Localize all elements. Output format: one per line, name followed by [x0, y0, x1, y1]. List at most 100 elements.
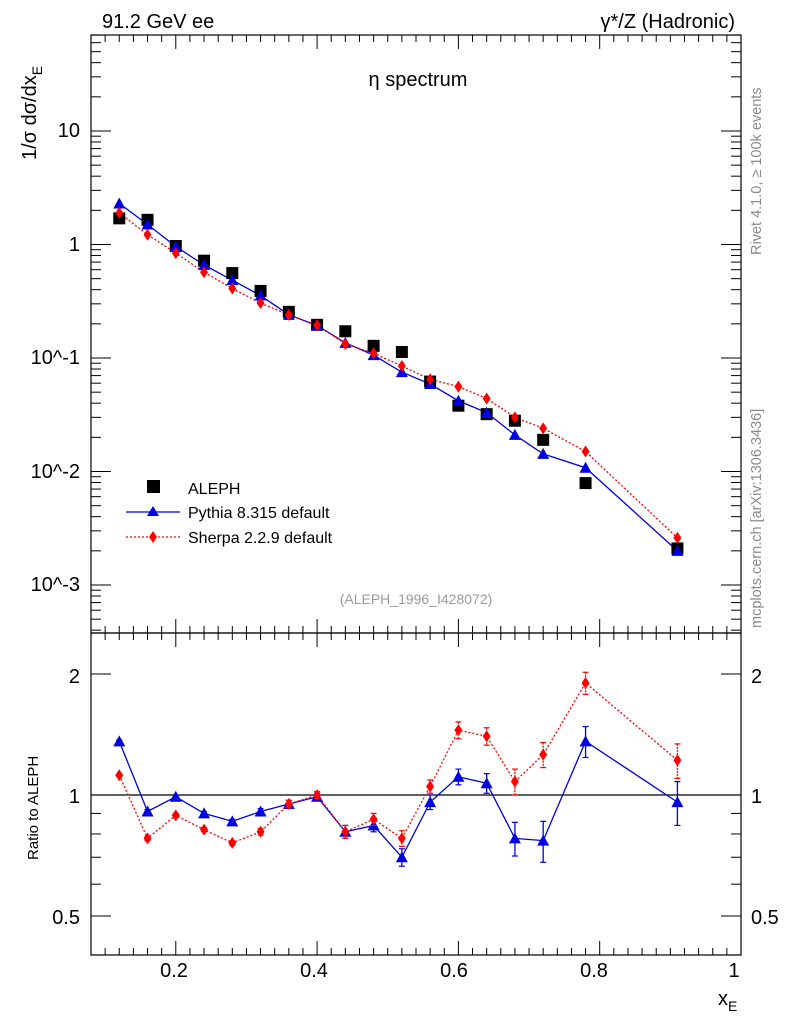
aleph-data-point — [395, 345, 408, 358]
pythia-point — [254, 289, 267, 301]
ratio-sherpa-point — [369, 813, 378, 826]
x-tick-label: 0.8 — [580, 960, 608, 982]
sherpa-point — [581, 445, 590, 458]
sherpa-point — [171, 247, 180, 260]
analysis-watermark: (ALEPH_1996_I428072) — [340, 591, 493, 607]
pythia-point — [508, 428, 521, 440]
ratio-sherpa-point — [200, 823, 209, 836]
ratio-pythia-point — [198, 807, 211, 819]
pythia-point — [141, 218, 154, 230]
sherpa-point — [284, 308, 293, 321]
y-tick-label: 10^-2 — [31, 461, 80, 483]
y-tick-label: 1 — [69, 234, 80, 256]
ratio-sherpa-point — [256, 825, 265, 838]
ratio-pythia-point — [452, 770, 465, 782]
legend-aleph-marker — [147, 480, 160, 493]
ratio-y-axis-label: Ratio to ALEPH — [25, 756, 42, 860]
ratio-pythia-point — [480, 777, 493, 789]
legend-pythia-marker — [147, 506, 159, 516]
ratio-sherpa-point — [171, 809, 180, 822]
ratio-sherpa-point — [228, 836, 237, 849]
ratio-sherpa-point — [454, 724, 463, 737]
ratio-y-tick-label: 0.5 — [52, 907, 80, 929]
pythia-point — [169, 240, 182, 252]
legend-aleph-label: ALEPH — [188, 481, 240, 498]
ratio-pythia-point — [254, 805, 267, 817]
pythia-point — [113, 197, 126, 209]
legend: ALEPH Pythia 8.315 default Sherpa 2.2.9 … — [126, 480, 333, 547]
ratio-sherpa-point — [397, 832, 406, 845]
ratio-sherpa-point — [426, 780, 435, 793]
ratio-y-tick-label-right: 0.5 — [751, 907, 779, 929]
sherpa-point — [673, 531, 682, 544]
x-tick-label: 1 — [728, 960, 739, 982]
x-axis-label: xE — [718, 988, 737, 1014]
chart-title: η spectrum — [369, 69, 468, 91]
pythia-point — [480, 406, 493, 418]
ratio-pythia-point — [141, 805, 154, 817]
ratio-y-tick-label-right: 1 — [751, 786, 762, 808]
ratio-series-line-pythia — [118, 740, 678, 859]
sherpa-point — [539, 422, 548, 435]
sherpa-point — [200, 266, 209, 279]
main-y-axis-label: 1/σ dσ/dxE — [19, 66, 45, 160]
ratio-sherpa-point — [510, 775, 519, 788]
header-process-label: γ*/Z (Hadronic) — [601, 11, 735, 33]
legend-sherpa-label: Sherpa 2.2.9 default — [188, 530, 333, 547]
sherpa-point — [426, 373, 435, 386]
aleph-data-point — [367, 339, 380, 352]
ratio-sherpa-point — [539, 748, 548, 761]
aleph-data-point — [579, 477, 592, 490]
legend-pythia-label: Pythia 8.315 default — [188, 505, 330, 522]
ratio-pythia-point — [424, 796, 437, 808]
sherpa-point — [256, 297, 265, 310]
aleph-data-point — [537, 433, 550, 446]
mcplots-reference-label: mcplots.cern.ch [arXiv:1306.3436] — [749, 409, 765, 628]
ratio-y-tick-label-right: 2 — [751, 666, 762, 688]
y-tick-label: 10^-3 — [31, 574, 80, 596]
sherpa-point — [341, 337, 350, 350]
sherpa-point — [482, 392, 491, 405]
ratio-sherpa-point — [673, 754, 682, 767]
ratio-sherpa-point — [284, 797, 293, 810]
ratio-pythia-point — [169, 790, 182, 802]
ratio-pythia-point — [113, 735, 126, 747]
sherpa-point — [454, 380, 463, 393]
rivet-version-label: Rivet 4.1.0, ≥ 100k events — [749, 87, 765, 255]
pythia-point — [226, 274, 239, 286]
sherpa-point — [228, 282, 237, 295]
pythia-point — [671, 544, 684, 556]
ratio-sherpa-point — [341, 825, 350, 838]
ratio-pythia-point — [671, 796, 684, 808]
sherpa-point — [143, 228, 152, 241]
ratio-pythia-point — [508, 832, 521, 844]
y-tick-label: 10^-1 — [31, 347, 80, 369]
sherpa-point — [510, 411, 519, 424]
aleph-data-point — [226, 267, 239, 280]
ratio-y-tick-label: 2 — [69, 666, 80, 688]
ratio-sherpa-point — [581, 676, 590, 689]
ratio-pythia-point — [537, 834, 550, 846]
ratio-series-line-sherpa — [118, 681, 678, 844]
x-tick-label: 0.2 — [160, 960, 188, 982]
legend-sherpa-marker — [149, 531, 157, 543]
pythia-point — [198, 258, 211, 270]
ratio-pythia-point — [579, 735, 592, 747]
y-tick-label: 10 — [58, 120, 80, 142]
header-energy-label: 91.2 GeV ee — [102, 11, 214, 33]
x-tick-label: 0.4 — [300, 960, 328, 982]
pythia-point — [579, 461, 592, 473]
pythia-point — [537, 447, 550, 459]
x-tick-label: 0.6 — [440, 960, 468, 982]
ratio-sherpa-point — [313, 789, 322, 801]
ratio-plot-frame — [90, 632, 742, 956]
chart-marks — [91, 34, 742, 956]
sherpa-point — [115, 206, 124, 219]
sherpa-point — [369, 347, 378, 360]
ratio-pythia-point — [226, 815, 239, 827]
ratio-pythia-point — [395, 851, 408, 863]
ratio-sherpa-point — [482, 730, 491, 743]
ratio-sherpa-point — [143, 832, 152, 845]
ratio-sherpa-point — [115, 769, 124, 782]
